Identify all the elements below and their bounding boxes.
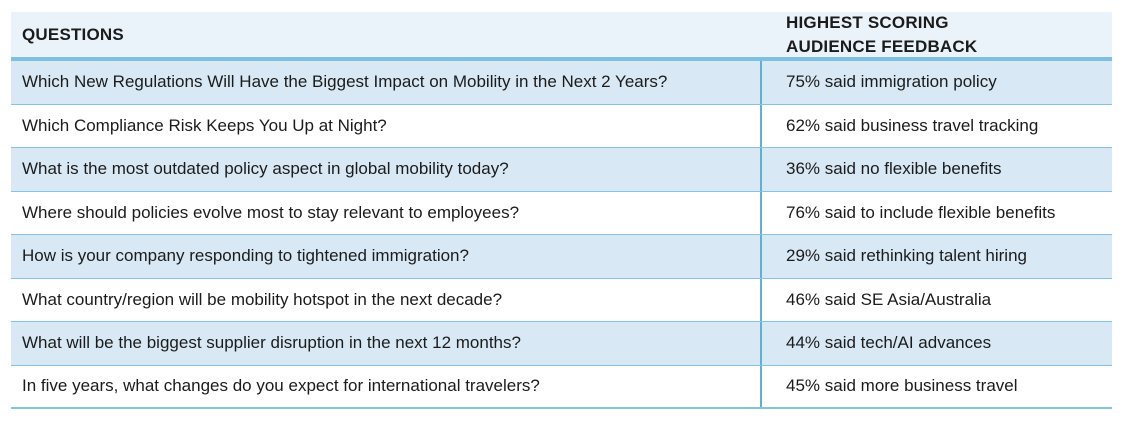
feedback-cell: 62% said business travel tracking <box>760 104 1112 147</box>
feedback-cell: 36% said no flexible benefits <box>760 148 1112 191</box>
feedback-cell: 29% said rethinking talent hiring <box>760 235 1112 278</box>
table-row: How is your company responding to tighte… <box>11 235 1112 279</box>
feedback-cell: 76% said to include flexible benefits <box>760 191 1112 234</box>
table-header-row: QUESTIONS HIGHEST SCORING AUDIENCE FEEDB… <box>11 12 1112 61</box>
question-cell: Which New Regulations Will Have the Bigg… <box>22 72 668 92</box>
table-row: Which New Regulations Will Have the Bigg… <box>11 61 1112 105</box>
column-header-questions: QUESTIONS <box>22 24 124 44</box>
table-row: Which Compliance Risk Keeps You Up at Ni… <box>11 104 1112 148</box>
question-cell: Where should policies evolve most to sta… <box>22 202 520 222</box>
feedback-cell: 44% said tech/AI advances <box>760 322 1112 365</box>
column-header-feedback: HIGHEST SCORING AUDIENCE FEEDBACK <box>786 12 978 56</box>
table-row: What is the most outdated policy aspect … <box>11 148 1112 192</box>
question-cell: Which Compliance Risk Keeps You Up at Ni… <box>22 115 387 135</box>
question-cell: What will be the biggest supplier disrup… <box>22 333 521 353</box>
table-row: Where should policies evolve most to sta… <box>11 191 1112 235</box>
table-row: What country/region will be mobility hot… <box>11 278 1112 322</box>
feedback-cell: 75% said immigration policy <box>760 61 1112 104</box>
audience-feedback-table: QUESTIONS HIGHEST SCORING AUDIENCE FEEDB… <box>11 12 1112 409</box>
feedback-cell: 46% said SE Asia/Australia <box>760 278 1112 321</box>
question-cell: How is your company responding to tighte… <box>22 246 469 266</box>
question-cell: What country/region will be mobility hot… <box>22 289 503 309</box>
table-row: In five years, what changes do you expec… <box>11 365 1112 409</box>
table-row: What will be the biggest supplier disrup… <box>11 322 1112 366</box>
feedback-cell: 45% said more business travel <box>760 365 1112 407</box>
question-cell: In five years, what changes do you expec… <box>22 376 540 396</box>
question-cell: What is the most outdated policy aspect … <box>22 159 509 179</box>
